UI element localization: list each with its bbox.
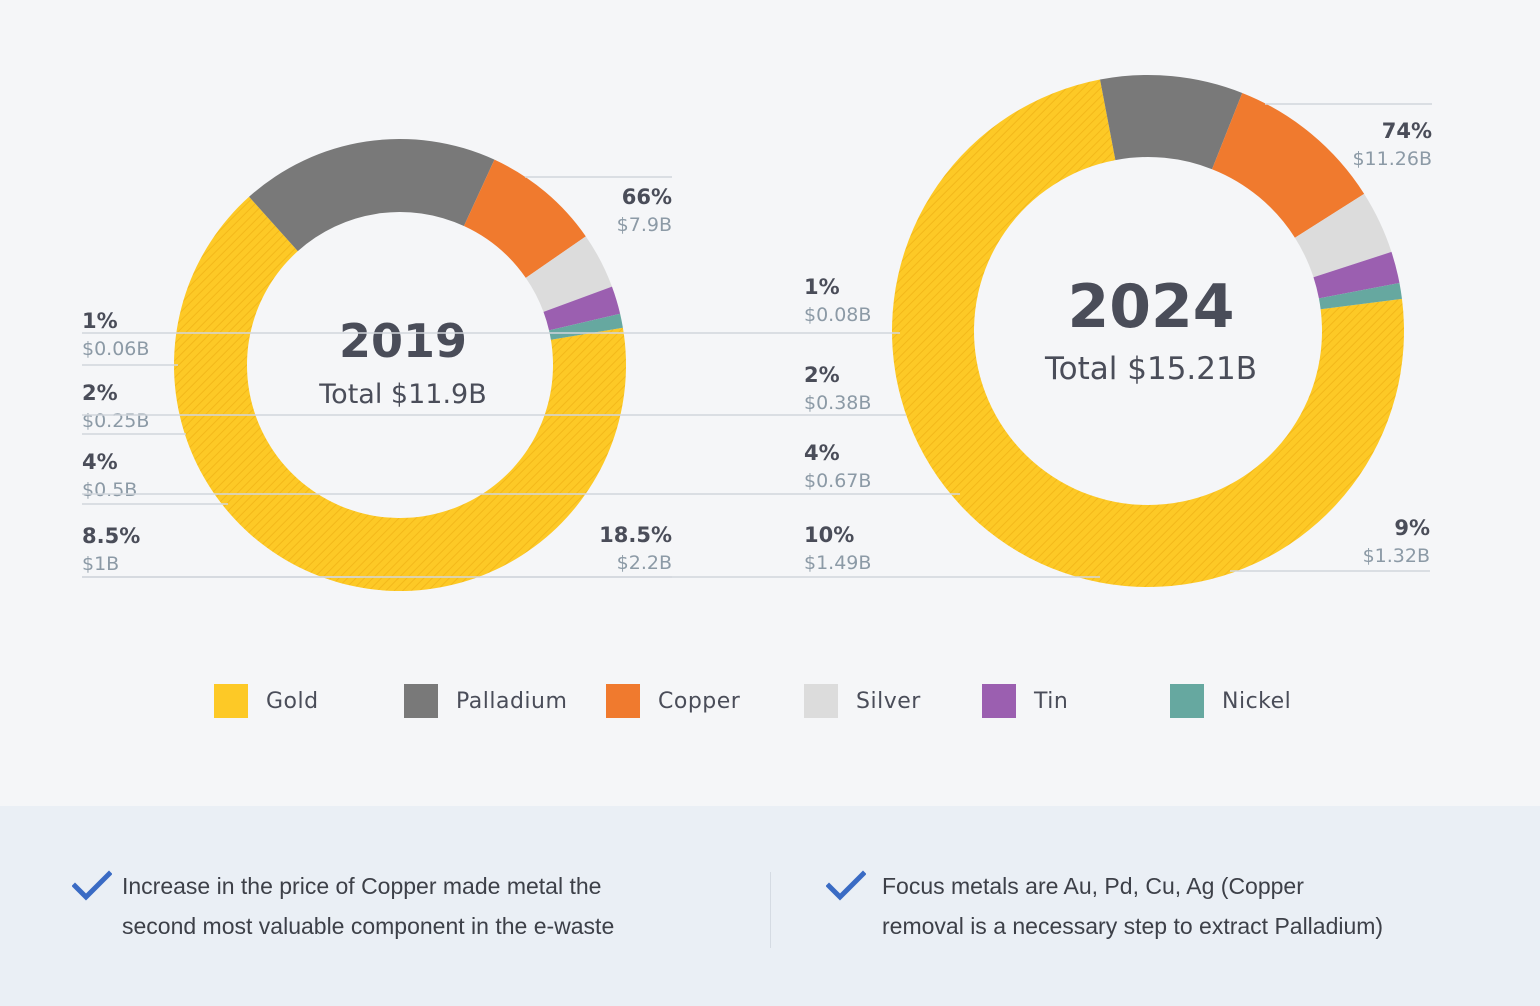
data-label-percent: 9%	[1394, 516, 1430, 540]
donut-slice-palladium	[249, 139, 495, 252]
data-label-amount: $0.5B	[82, 479, 137, 501]
donut-slice-silver	[1294, 193, 1392, 278]
note-line: Increase in the price of Copper made met…	[122, 873, 602, 899]
check-icon	[826, 870, 866, 901]
data-label-percent: 2%	[804, 363, 840, 387]
donut-slice-silver	[525, 236, 612, 312]
donut-chart-2019: 2019 Total $11.9B 66% $7.9B 18.5% $2.2B 1% $0.0…	[82, 139, 672, 591]
data-label-percent: 74%	[1382, 119, 1432, 143]
data-label-amount: $0.08B	[804, 304, 871, 326]
donut-chart-2024: 2024 Total $15.21B 74% $11.26B 9% $1.32B 1% $0.…	[82, 75, 1432, 588]
data-label-percent: 2%	[82, 381, 118, 405]
data-label-percent: 1%	[804, 275, 840, 299]
legend-swatch	[982, 684, 1016, 718]
note-left: Increase in the price of Copper made met…	[72, 866, 614, 946]
divider	[770, 872, 771, 948]
note-text: Increase in the price of Copper made met…	[122, 866, 614, 946]
legend: Gold Palladium Copper Silver Tin Nickel	[0, 683, 1540, 723]
data-label-percent: 18.5%	[599, 523, 672, 547]
donut-slice-copper	[1212, 92, 1365, 238]
data-label-amount: $0.06B	[82, 338, 149, 360]
data-label-amount: $7.9B	[617, 214, 672, 236]
data-label-percent: 8.5%	[82, 524, 140, 548]
data-label-percent: 10%	[804, 523, 854, 547]
data-label-amount: $1B	[82, 553, 119, 575]
legend-swatch	[1170, 684, 1204, 718]
chart-title: 2024	[1068, 272, 1235, 342]
data-label-percent: 1%	[82, 309, 118, 333]
legend-swatch	[214, 684, 248, 718]
data-label-amount: $1.32B	[1363, 545, 1430, 567]
data-label-amount: $1.49B	[804, 552, 871, 574]
donut-slice-gold	[174, 196, 626, 591]
legend-item-tin: Tin	[982, 683, 1068, 719]
legend-label: Gold	[266, 688, 319, 714]
donut-slice-copper	[463, 159, 586, 278]
chart-subtitle: Total $11.9B	[318, 379, 486, 410]
note-right: Focus metals are Au, Pd, Cu, Ag (Copper …	[826, 866, 1383, 946]
notes-panel: Increase in the price of Copper made met…	[0, 806, 1540, 1006]
legend-swatch	[804, 684, 838, 718]
note-line: Focus metals are Au, Pd, Cu, Ag (Copper	[882, 873, 1304, 899]
donut-slice-tin	[543, 286, 621, 331]
legend-item-copper: Copper	[606, 683, 740, 719]
legend-swatch	[606, 684, 640, 718]
check-icon	[72, 870, 112, 901]
data-label-percent: 4%	[804, 441, 840, 465]
legend-item-gold: Gold	[214, 683, 319, 719]
legend-label: Nickel	[1222, 688, 1292, 714]
donut-slice-tin	[1313, 251, 1400, 299]
legend-item-nickel: Nickel	[1170, 683, 1291, 719]
data-label-amount: $0.67B	[804, 470, 871, 492]
legend-label: Copper	[658, 688, 741, 714]
legend-swatch	[404, 684, 438, 718]
note-text: Focus metals are Au, Pd, Cu, Ag (Copper …	[882, 866, 1383, 946]
note-line: second most valuable component in the e-…	[122, 913, 615, 939]
donut-charts: 2019 Total $11.9B 66% $7.9B 18.5% $2.2B 1% $0.0…	[82, 75, 1432, 591]
legend-item-palladium: Palladium	[404, 683, 567, 719]
data-label-percent: 66%	[622, 185, 672, 209]
data-label-amount: $0.25B	[82, 410, 149, 432]
legend-label: Palladium	[456, 688, 568, 714]
chart-subtitle: Total $15.21B	[1044, 351, 1257, 387]
legend-label: Tin	[1034, 688, 1069, 714]
donut-slice-nickel	[1318, 283, 1402, 310]
chart-title: 2019	[339, 314, 467, 368]
data-label-amount: $11.26B	[1352, 148, 1432, 170]
donut-slice-palladium	[1100, 75, 1243, 170]
note-line: removal is a necessary step to extract P…	[882, 913, 1384, 939]
data-label-amount: $2.2B	[617, 552, 672, 574]
legend-label: Silver	[856, 688, 921, 714]
data-label-amount: $0.38B	[804, 392, 871, 414]
data-label-percent: 4%	[82, 450, 118, 474]
legend-item-silver: Silver	[804, 683, 921, 719]
donut-slice-gold	[892, 79, 1404, 588]
